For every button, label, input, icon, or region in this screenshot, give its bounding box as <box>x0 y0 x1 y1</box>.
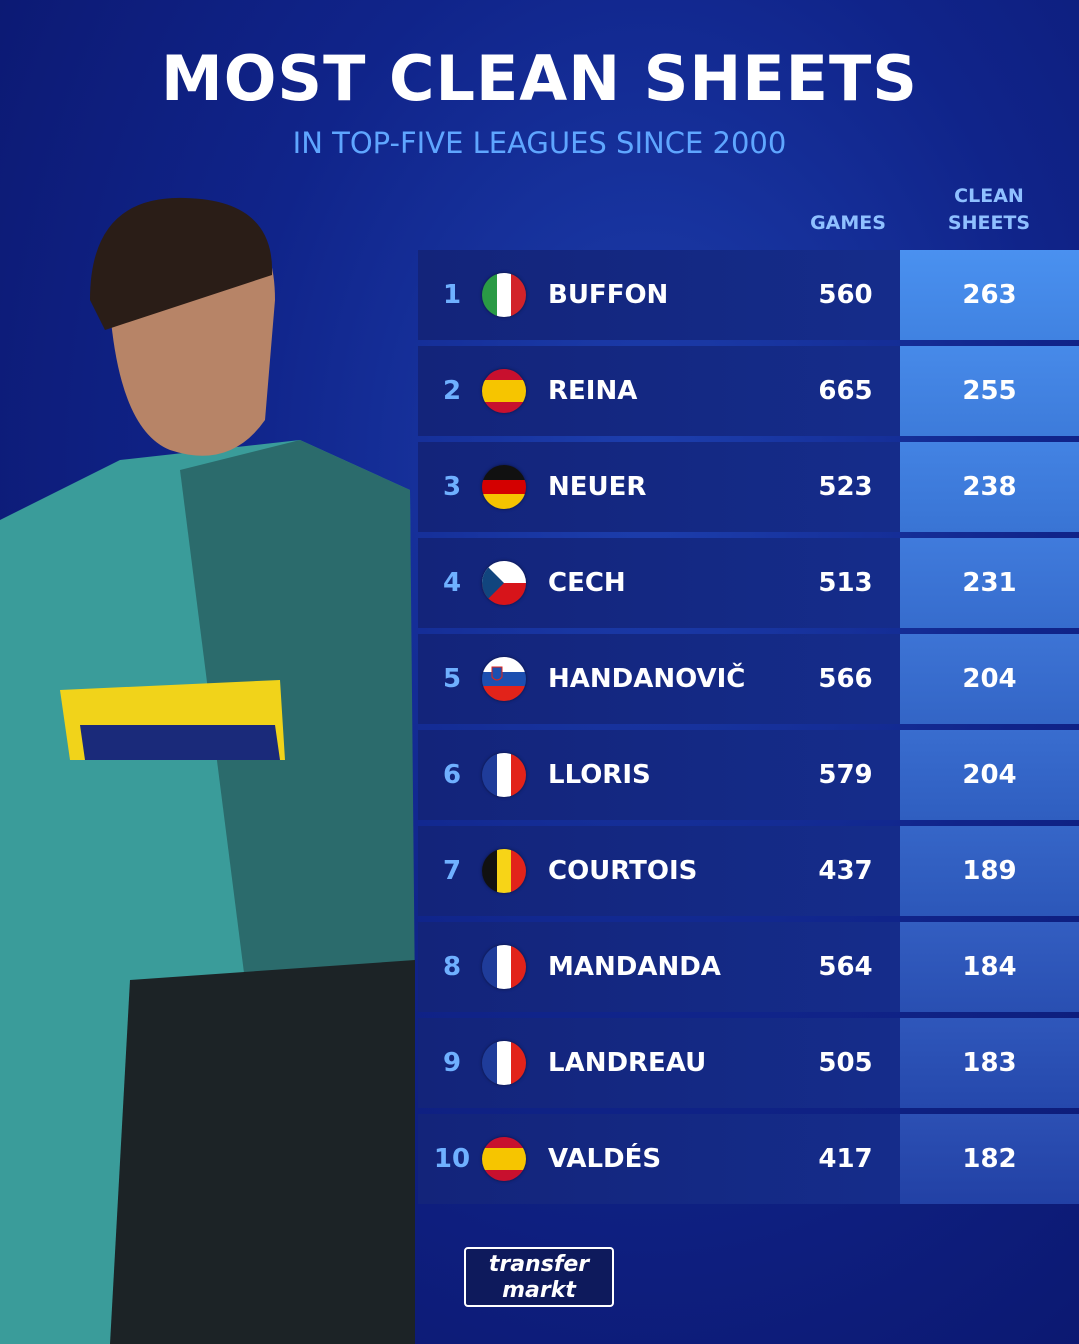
flag <box>482 1137 526 1181</box>
highlight-cell <box>900 538 1079 628</box>
highlight-cell <box>900 1018 1079 1108</box>
clean-sheets: 182 <box>962 1144 1017 1174</box>
games: 579 <box>818 760 873 790</box>
column-header: CLEAN SHEETS <box>947 185 1031 234</box>
highlight-cell <box>900 634 1079 724</box>
player-name: COURTOIS <box>548 856 698 886</box>
highlight-cell <box>900 442 1079 532</box>
flag <box>482 465 526 509</box>
player-name: VALDÉS <box>548 1144 662 1174</box>
logo-text: transfer <box>488 1252 590 1277</box>
games: 665 <box>818 376 873 406</box>
column-header: GAMES <box>810 212 886 234</box>
logo: transfer markt <box>464 1247 614 1307</box>
flag <box>482 561 526 605</box>
highlight-cell <box>900 826 1079 916</box>
clean-sheets: 183 <box>962 1048 1017 1078</box>
player-name: LLORIS <box>548 760 651 790</box>
rank: 2 <box>442 376 462 406</box>
highlight-cell <box>900 730 1079 820</box>
rank: 1 <box>442 280 462 310</box>
flag <box>482 1041 526 1085</box>
games: 417 <box>818 1144 873 1174</box>
rank: 10 <box>433 1144 471 1174</box>
table-row: 4 CECH 513 231 <box>418 538 1079 628</box>
games: 505 <box>818 1048 873 1078</box>
logo-text: markt <box>502 1278 576 1303</box>
clean-sheets: 184 <box>962 952 1017 982</box>
games: 566 <box>818 664 873 694</box>
clean-sheets: 204 <box>962 664 1017 694</box>
flag <box>482 657 526 701</box>
table-row: 10 VALDÉS 417 182 <box>418 1114 1079 1204</box>
table-row: 6 LLORIS 579 204 <box>418 730 1079 820</box>
player-name: LANDREAU <box>548 1048 707 1078</box>
rank: 8 <box>442 952 462 982</box>
highlight-cell <box>900 346 1079 436</box>
clean-sheets: 263 <box>962 280 1017 310</box>
table-row: 5 HANDANOVIČ 566 204 <box>418 634 1079 724</box>
clean-sheets: 189 <box>962 856 1017 886</box>
highlight-cell <box>900 922 1079 1012</box>
player-name: CECH <box>548 568 626 598</box>
player-name: HANDANOVIČ <box>548 664 746 694</box>
rank: 9 <box>442 1048 462 1078</box>
player-name: BUFFON <box>548 280 669 310</box>
clean-sheets: 238 <box>962 472 1017 502</box>
subtitle: IN TOP-FIVE LEAGUES SINCE 2000 <box>292 126 787 160</box>
player-name: REINA <box>548 376 638 406</box>
player-name: NEUER <box>548 472 647 502</box>
table: 1 BUFFON 560 263 2 REINA 665 255 3 NEUER… <box>418 250 1079 1210</box>
games: 523 <box>818 472 873 502</box>
games: 437 <box>818 856 873 886</box>
rank: 4 <box>442 568 462 598</box>
games: 560 <box>818 280 873 310</box>
clean-sheets: 255 <box>962 376 1017 406</box>
table-row: 9 LANDREAU 505 183 <box>418 1018 1079 1108</box>
games: 564 <box>818 952 873 982</box>
highlight-cell <box>900 1114 1079 1204</box>
clean-sheets: 231 <box>962 568 1017 598</box>
rank: 5 <box>442 664 462 694</box>
clean-sheets: 204 <box>962 760 1017 790</box>
table-row: 2 REINA 665 255 <box>418 346 1079 436</box>
flag <box>482 273 526 317</box>
flag <box>482 753 526 797</box>
flag <box>482 945 526 989</box>
rank: 7 <box>442 856 462 886</box>
title: MOST CLEAN SHEETS <box>161 42 918 115</box>
games: 513 <box>818 568 873 598</box>
table-row: 7 COURTOIS 437 189 <box>418 826 1079 916</box>
rank: 3 <box>442 472 462 502</box>
table-row: 8 MANDANDA 564 184 <box>418 922 1079 1012</box>
rank: 6 <box>442 760 462 790</box>
flag <box>482 849 526 893</box>
table-row: 3 NEUER 523 238 <box>418 442 1079 532</box>
player-name: MANDANDA <box>548 952 721 982</box>
table-row: 1 BUFFON 560 263 <box>418 250 1079 340</box>
flag <box>482 369 526 413</box>
highlight-cell <box>900 250 1079 340</box>
